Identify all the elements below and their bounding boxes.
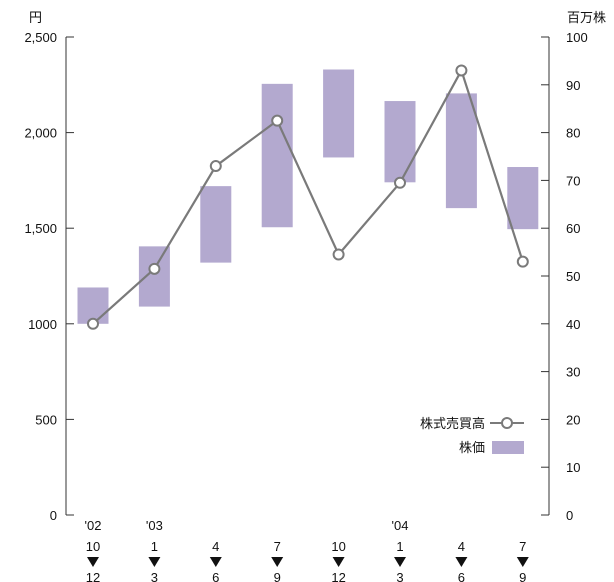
x-labels: '02 10 12 '03 1 3 4 6 7 9 10 12 '04 1 3 4 6 7 9: [85, 518, 529, 582]
left-tick-label: 2,000: [24, 126, 57, 141]
right-tick-label: 20: [566, 412, 580, 427]
volume-point: [271, 114, 284, 127]
x-range-arrow-icon: [87, 557, 99, 567]
right-tick-label: 80: [566, 126, 580, 141]
legend-label-price: 株価: [459, 441, 485, 456]
volume-point: [332, 248, 345, 261]
x-end-month-label: 6: [212, 570, 219, 582]
x-start-month-label: 1: [151, 539, 158, 554]
x-range-arrow-icon: [455, 557, 468, 567]
price-range-bar: [261, 83, 293, 228]
volume-point: [455, 64, 468, 77]
volume-point: [148, 262, 161, 275]
x-end-month-label: 9: [274, 570, 281, 582]
volume-point: [516, 255, 529, 268]
x-start-month-label: 10: [86, 539, 100, 554]
x-year-label: '03: [146, 518, 163, 533]
price-range-bar: [200, 186, 232, 263]
right-tick-label: 90: [566, 78, 580, 93]
price-range-bar: [323, 69, 355, 158]
x-end-month-label: 9: [519, 570, 526, 582]
axes: 円 百万株: [29, 11, 606, 515]
x-end-month-label: 12: [86, 570, 100, 582]
volume-point: [87, 317, 99, 330]
price-bars: [77, 69, 539, 324]
legend-swatch-price: [492, 441, 524, 454]
left-tick-label: 0: [50, 508, 57, 523]
right-tick-label: 60: [566, 221, 580, 236]
price-range-bar: [138, 246, 170, 307]
left-tick-label: 1,500: [24, 221, 57, 236]
x-end-month-label: 3: [151, 570, 158, 582]
volume-point: [209, 160, 222, 173]
x-end-month-label: 3: [396, 570, 403, 582]
left-tick-label: 500: [35, 412, 57, 427]
legend-label-volume: 株式売買高: [420, 416, 485, 432]
x-start-month-label: 7: [519, 539, 526, 554]
x-year-label: '04: [392, 518, 409, 533]
right-tick-label: 50: [566, 269, 580, 284]
legend-swatch-volume-marker: [501, 417, 513, 429]
x-range-arrow-icon: [148, 557, 161, 567]
x-start-month-label: 7: [274, 539, 281, 554]
volume-series: [87, 64, 529, 330]
price-range-bar: [445, 93, 477, 209]
right-tick-label: 40: [566, 317, 580, 332]
left-ticks: 0 500 1000 1,500 2,000 2,500: [24, 30, 74, 523]
right-ticks: 0 10 20 30 40 50 60 70 80 90 100: [541, 30, 588, 523]
x-start-month-label: 4: [212, 539, 219, 554]
left-tick-label: 1000: [28, 317, 57, 332]
price-range-bar: [384, 101, 416, 183]
left-axis-unit: 円: [29, 11, 42, 26]
x-start-month-label: 10: [331, 539, 345, 554]
right-tick-label: 100: [566, 30, 588, 45]
price-range-bar: [77, 287, 109, 324]
x-year-label: '02: [85, 518, 102, 533]
x-range-arrow-icon: [209, 557, 222, 567]
x-end-month-label: 6: [458, 570, 465, 582]
volume-point: [394, 176, 406, 189]
right-tick-label: 70: [566, 173, 580, 188]
right-tick-label: 0: [566, 508, 573, 523]
right-tick-label: 10: [566, 460, 580, 475]
x-end-month-label: 12: [331, 570, 345, 582]
x-start-month-label: 1: [396, 539, 403, 554]
volume-line: [92, 67, 524, 325]
legend: 株式売買高 株価: [420, 416, 524, 456]
x-range-arrow-icon: [332, 557, 345, 567]
right-axis-unit: 百万株: [567, 11, 606, 26]
right-tick-label: 30: [566, 365, 580, 380]
x-range-arrow-icon: [271, 557, 284, 567]
x-start-month-label: 4: [458, 539, 465, 554]
left-tick-label: 2,500: [24, 30, 57, 45]
x-range-arrow-icon: [394, 557, 406, 567]
price-range-bar: [507, 167, 539, 230]
x-range-arrow-icon: [516, 557, 529, 567]
